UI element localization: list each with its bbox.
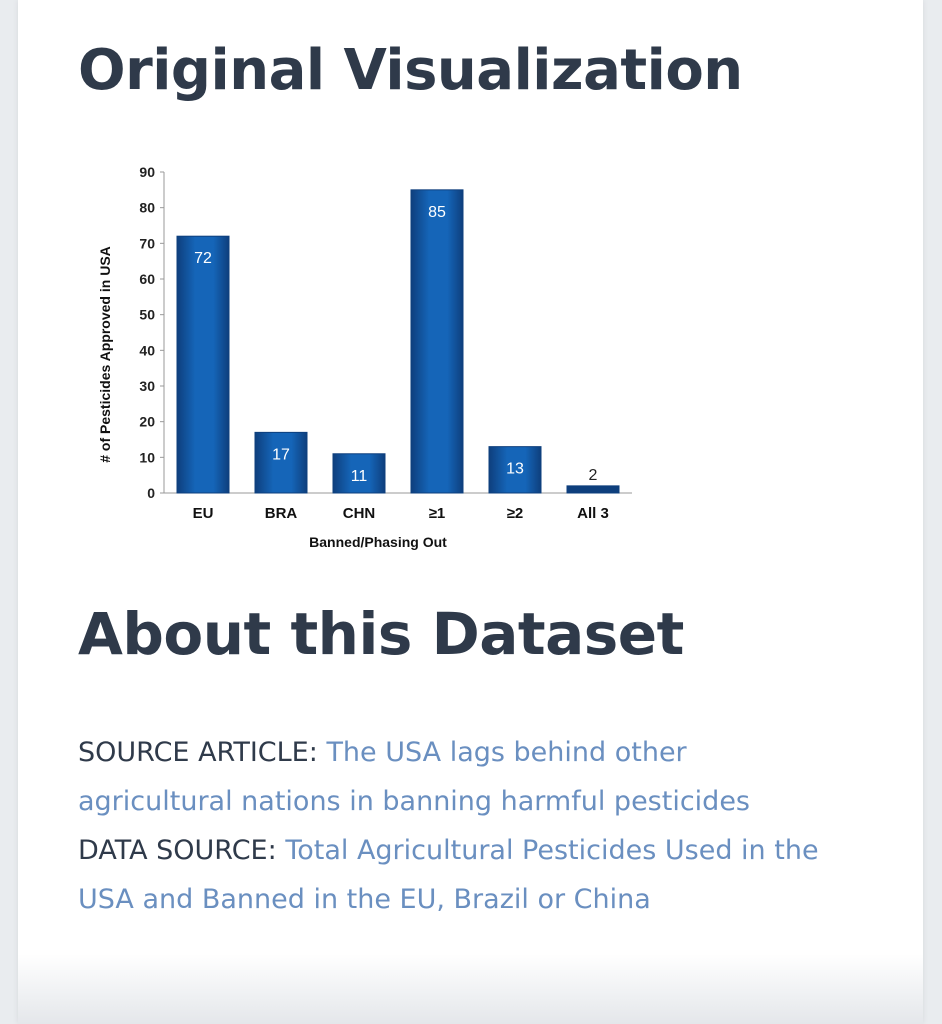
y-tick-label: 0 <box>147 485 155 501</box>
y-tick-label: 80 <box>139 200 155 216</box>
y-tick-label: 20 <box>139 414 155 430</box>
bar <box>410 189 464 494</box>
y-tick-label: 40 <box>139 342 155 358</box>
y-tick-label: 60 <box>139 271 155 287</box>
about-heading: About this Dataset <box>78 600 684 668</box>
x-tick-label: ≥2 <box>507 505 524 522</box>
data-label: 17 <box>272 446 290 463</box>
bar <box>566 485 620 494</box>
data-label: 13 <box>506 461 524 478</box>
x-tick-label: BRA <box>265 505 298 522</box>
x-axis-title: Banned/Phasing Out <box>309 534 447 550</box>
source-article-link[interactable]: The USA lags behind other agricultural n… <box>78 737 750 817</box>
data-source-label: DATA SOURCE: <box>78 835 277 866</box>
x-tick-label: CHN <box>343 505 376 522</box>
content-card: Original Visualization 0 10 20 30 40 50 60 70 80… <box>18 0 923 1024</box>
y-tick-label: 10 <box>139 449 155 465</box>
data-label: 72 <box>194 250 212 267</box>
bar-chart-svg: 0 10 20 30 40 50 60 70 80 90 72 EU 17 BRA 11 CHN 85 ≥1 13 ≥… <box>97 164 632 550</box>
x-tick-label: All 3 <box>577 505 609 522</box>
y-axis-title: # of Pesticides Approved in USA <box>97 246 113 463</box>
y-tick-label: 90 <box>139 164 155 180</box>
y-tick-label: 50 <box>139 307 155 323</box>
y-tick-label: 70 <box>139 235 155 251</box>
y-tick-label: 30 <box>139 378 155 394</box>
data-label: 2 <box>589 467 598 484</box>
data-label: 11 <box>351 468 368 485</box>
bottom-fade <box>18 954 923 1024</box>
bar <box>176 235 230 494</box>
bar-chart: 0 10 20 30 40 50 60 70 80 90 72 EU 17 BRA 11 CHN 85 ≥1 13 ≥… <box>74 160 634 560</box>
about-section: SOURCE ARTICLE: The USA lags behind othe… <box>78 728 848 924</box>
bar <box>254 431 308 494</box>
bar <box>332 453 386 494</box>
data-label: 85 <box>428 204 446 221</box>
x-tick-label: ≥1 <box>429 505 446 522</box>
x-tick-label: EU <box>193 505 214 522</box>
visualization-heading: Original Visualization <box>78 38 743 103</box>
bar <box>488 446 542 494</box>
source-article-label: SOURCE ARTICLE: <box>78 737 318 768</box>
data-source-link[interactable]: Total Agricultural Pesticides Used in th… <box>78 835 819 915</box>
